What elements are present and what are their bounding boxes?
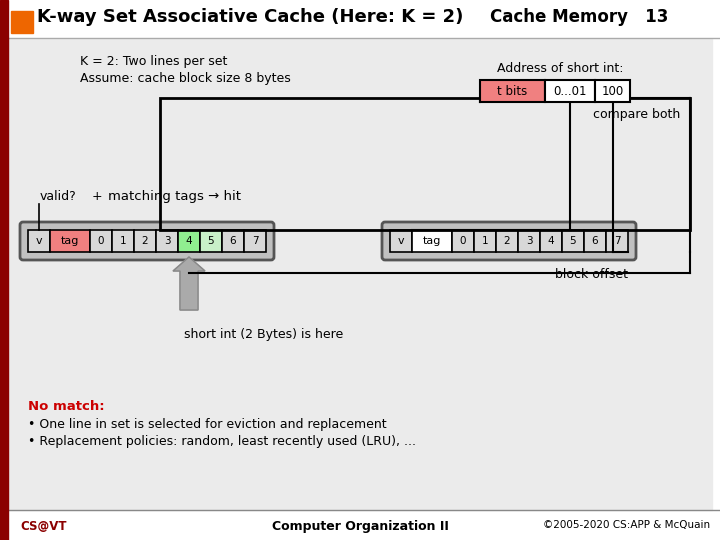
Text: K = 2: Two lines per set: K = 2: Two lines per set bbox=[80, 55, 228, 68]
Text: t bits: t bits bbox=[498, 85, 528, 98]
Text: ©2005-2020 CS:APP & McQuain: ©2005-2020 CS:APP & McQuain bbox=[543, 520, 710, 530]
Text: K-way Set Associative Cache (Here: K = 2): K-way Set Associative Cache (Here: K = 2… bbox=[37, 8, 464, 26]
Text: Cache Memory   13: Cache Memory 13 bbox=[490, 8, 668, 26]
Bar bbox=[200, 230, 222, 252]
Bar bbox=[28, 230, 50, 252]
Bar bbox=[0, 0, 8, 540]
Text: 6: 6 bbox=[592, 236, 598, 246]
Bar bbox=[112, 230, 134, 252]
Text: 5: 5 bbox=[570, 236, 576, 246]
Bar bbox=[8, 0, 720, 38]
Text: 1: 1 bbox=[482, 236, 488, 246]
Text: 1: 1 bbox=[120, 236, 126, 246]
Text: • One line in set is selected for eviction and replacement: • One line in set is selected for evicti… bbox=[28, 418, 387, 431]
Bar bbox=[474, 230, 496, 252]
Text: v: v bbox=[397, 236, 405, 246]
Text: +: + bbox=[92, 190, 103, 203]
Text: • Replacement policies: random, least recently used (LRU), ...: • Replacement policies: random, least re… bbox=[28, 435, 416, 448]
Bar bbox=[584, 230, 606, 252]
Text: 4: 4 bbox=[186, 236, 192, 246]
Bar bbox=[545, 80, 595, 102]
FancyArrow shape bbox=[173, 257, 205, 310]
Bar bbox=[496, 230, 518, 252]
Bar bbox=[50, 230, 90, 252]
Bar bbox=[452, 230, 474, 252]
FancyBboxPatch shape bbox=[382, 222, 636, 260]
Bar bbox=[11, 11, 33, 33]
Text: 3: 3 bbox=[163, 236, 171, 246]
Text: tag: tag bbox=[60, 236, 79, 246]
Bar bbox=[412, 230, 452, 252]
Text: Computer Organization II: Computer Organization II bbox=[271, 520, 449, 533]
Text: short int (2 Bytes) is here: short int (2 Bytes) is here bbox=[184, 328, 343, 341]
Text: 6: 6 bbox=[230, 236, 236, 246]
Text: CS@VT: CS@VT bbox=[20, 520, 66, 533]
Text: Assume: cache block size 8 bytes: Assume: cache block size 8 bytes bbox=[80, 72, 291, 85]
Text: v: v bbox=[36, 236, 42, 246]
Bar bbox=[8, 38, 712, 510]
Text: 0...01: 0...01 bbox=[553, 85, 587, 98]
FancyBboxPatch shape bbox=[20, 222, 274, 260]
Text: 0: 0 bbox=[460, 236, 467, 246]
Bar bbox=[595, 80, 630, 102]
Text: block offset: block offset bbox=[555, 268, 628, 281]
Text: 7: 7 bbox=[613, 236, 621, 246]
Text: 2: 2 bbox=[504, 236, 510, 246]
Bar bbox=[562, 230, 584, 252]
Text: Address of short int:: Address of short int: bbox=[497, 62, 624, 75]
Bar bbox=[518, 230, 540, 252]
Bar bbox=[540, 230, 562, 252]
Text: 3: 3 bbox=[526, 236, 532, 246]
Bar bbox=[222, 230, 244, 252]
Text: 4: 4 bbox=[548, 236, 554, 246]
Text: No match:: No match: bbox=[28, 400, 104, 413]
Bar bbox=[178, 230, 200, 252]
Text: 100: 100 bbox=[601, 85, 624, 98]
Text: compare both: compare both bbox=[593, 108, 680, 121]
Bar bbox=[134, 230, 156, 252]
Text: 2: 2 bbox=[142, 236, 148, 246]
Bar bbox=[160, 98, 690, 230]
Text: 7: 7 bbox=[252, 236, 258, 246]
Bar bbox=[606, 230, 628, 252]
Bar bbox=[390, 230, 412, 252]
Bar bbox=[244, 230, 266, 252]
Text: 5: 5 bbox=[207, 236, 215, 246]
Text: tag: tag bbox=[423, 236, 441, 246]
Text: matching tags → hit: matching tags → hit bbox=[108, 190, 241, 203]
Text: 0: 0 bbox=[98, 236, 104, 246]
Bar bbox=[90, 230, 112, 252]
Bar bbox=[156, 230, 178, 252]
Bar bbox=[480, 80, 545, 102]
Text: valid?: valid? bbox=[40, 190, 77, 203]
